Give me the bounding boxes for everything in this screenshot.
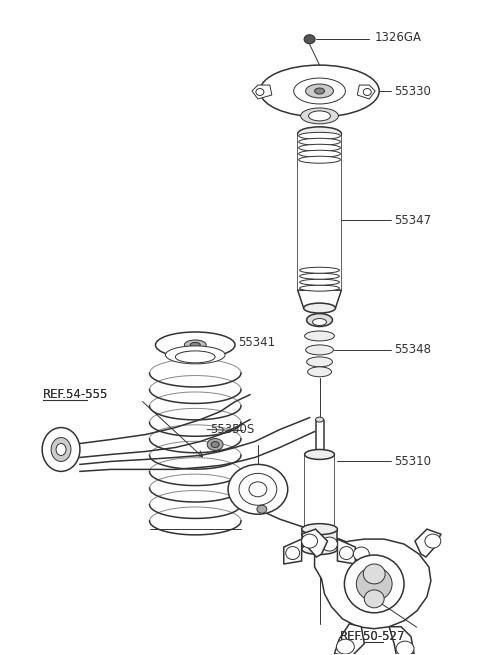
Ellipse shape: [356, 567, 392, 601]
Ellipse shape: [301, 544, 337, 555]
Ellipse shape: [315, 417, 324, 422]
Polygon shape: [298, 290, 341, 308]
Polygon shape: [415, 529, 441, 557]
Ellipse shape: [175, 351, 215, 363]
Polygon shape: [357, 85, 375, 99]
Ellipse shape: [300, 273, 339, 279]
Ellipse shape: [299, 150, 340, 157]
Ellipse shape: [322, 537, 337, 551]
Ellipse shape: [305, 449, 335, 459]
Text: 55350S: 55350S: [210, 423, 254, 436]
Ellipse shape: [239, 474, 277, 505]
Polygon shape: [298, 134, 341, 290]
Polygon shape: [335, 624, 364, 655]
Ellipse shape: [308, 367, 332, 377]
Ellipse shape: [315, 452, 324, 457]
Ellipse shape: [299, 157, 340, 163]
Ellipse shape: [425, 534, 441, 548]
Ellipse shape: [364, 590, 384, 608]
Text: 55348: 55348: [394, 343, 431, 356]
Ellipse shape: [305, 331, 335, 341]
Ellipse shape: [51, 438, 71, 461]
Polygon shape: [389, 627, 414, 655]
Ellipse shape: [304, 35, 315, 44]
Text: 55341: 55341: [238, 337, 275, 349]
Ellipse shape: [309, 111, 330, 121]
Ellipse shape: [56, 443, 66, 455]
Ellipse shape: [300, 285, 339, 291]
Ellipse shape: [307, 314, 333, 326]
Polygon shape: [284, 539, 301, 564]
Polygon shape: [301, 529, 327, 557]
Ellipse shape: [306, 84, 334, 98]
Text: 55330: 55330: [394, 84, 431, 98]
Polygon shape: [337, 539, 355, 564]
Ellipse shape: [299, 138, 340, 145]
Ellipse shape: [300, 267, 339, 273]
Text: REF.50-527: REF.50-527: [339, 630, 405, 643]
Ellipse shape: [307, 357, 333, 367]
Text: REF.54-555: REF.54-555: [43, 388, 108, 402]
Ellipse shape: [363, 88, 371, 96]
Polygon shape: [305, 455, 335, 529]
Ellipse shape: [339, 546, 353, 559]
Ellipse shape: [166, 346, 225, 364]
Ellipse shape: [396, 641, 414, 655]
Ellipse shape: [190, 343, 200, 347]
Ellipse shape: [300, 279, 339, 285]
Ellipse shape: [301, 523, 337, 534]
Ellipse shape: [336, 639, 354, 654]
Ellipse shape: [211, 441, 219, 447]
Ellipse shape: [249, 482, 267, 496]
Ellipse shape: [286, 546, 300, 559]
Ellipse shape: [156, 332, 235, 358]
Text: 55310: 55310: [394, 455, 431, 468]
Ellipse shape: [42, 428, 80, 472]
Ellipse shape: [257, 505, 267, 514]
Ellipse shape: [256, 88, 264, 96]
Polygon shape: [301, 529, 337, 549]
Ellipse shape: [301, 534, 318, 548]
Ellipse shape: [298, 127, 341, 141]
Ellipse shape: [260, 65, 379, 117]
Text: REF.54-555: REF.54-555: [43, 388, 108, 402]
Text: 1326GA: 1326GA: [374, 31, 421, 44]
Text: REF.50-527: REF.50-527: [339, 630, 405, 643]
Text: 55347: 55347: [394, 214, 431, 227]
Ellipse shape: [184, 340, 206, 350]
Ellipse shape: [344, 555, 404, 613]
Ellipse shape: [207, 439, 223, 451]
Polygon shape: [314, 539, 431, 629]
Polygon shape: [252, 85, 272, 99]
Ellipse shape: [306, 345, 334, 355]
Ellipse shape: [314, 88, 324, 94]
Ellipse shape: [299, 144, 340, 151]
Ellipse shape: [299, 132, 340, 140]
Ellipse shape: [312, 318, 326, 326]
Ellipse shape: [304, 303, 336, 313]
Ellipse shape: [228, 464, 288, 514]
Ellipse shape: [363, 564, 385, 584]
Ellipse shape: [294, 78, 346, 104]
Ellipse shape: [353, 547, 369, 561]
Ellipse shape: [300, 108, 338, 124]
